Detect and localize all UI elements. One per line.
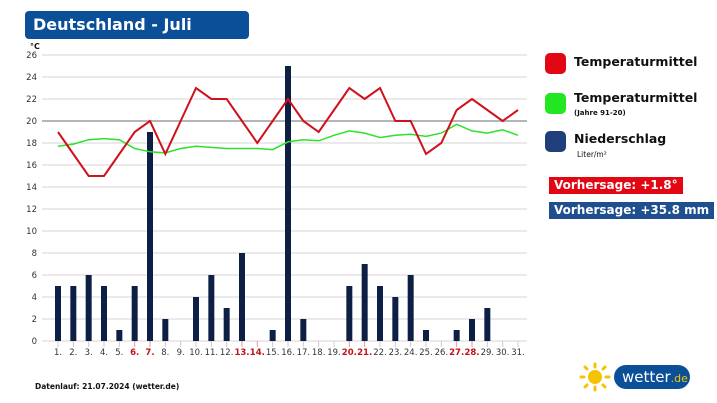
x-tick-label: 4. xyxy=(100,348,108,358)
forecast-precipitation-badge: Vorhersage: +35.8 mm xyxy=(549,202,715,219)
y-tick-label: 8 xyxy=(32,249,37,259)
precipitation-bar xyxy=(101,286,107,341)
legend-swatch-red xyxy=(545,53,566,74)
y-tick-label: 26 xyxy=(26,51,37,61)
y-tick-label: 0 xyxy=(32,337,37,347)
precipitation-bar xyxy=(162,319,169,341)
y-tick-label: 4 xyxy=(32,293,37,303)
precipitation-bar xyxy=(377,286,383,341)
x-tick-label: 13. xyxy=(234,348,249,358)
forecast-temperature-badge: Vorhersage: +1.8° xyxy=(549,177,683,194)
precipitation-bar xyxy=(407,275,414,341)
precipitation-bar xyxy=(453,330,460,341)
precipitation-bar xyxy=(361,264,368,341)
chart-title: Deutschland - Juli xyxy=(25,11,249,39)
x-tick-label: 30. xyxy=(496,348,510,358)
x-tick-label: 19. xyxy=(327,348,341,358)
y-tick-label: 24 xyxy=(26,73,37,83)
precipitation-bar xyxy=(147,132,153,341)
x-tick-label: 25. xyxy=(419,348,433,358)
x-tick-label: 21. xyxy=(357,348,372,358)
x-tick-label: 3. xyxy=(85,348,93,358)
y-tick-label: 6 xyxy=(32,271,37,281)
legend-label: Niederschlag xyxy=(574,131,667,146)
temperature-normal-line xyxy=(57,123,519,154)
logo-wordmark: wetter.de xyxy=(614,365,690,389)
y-axis-unit: °C xyxy=(30,42,40,51)
x-tick-label: 15. xyxy=(266,348,280,358)
precipitation-bar xyxy=(484,308,491,341)
x-tick-label: 22. xyxy=(373,348,387,358)
x-tick-label: 16. xyxy=(281,348,295,358)
wetter-de-logo[interactable]: wetter.de xyxy=(578,362,693,392)
y-tick-label: 20 xyxy=(26,117,37,127)
y-tick-label: 18 xyxy=(26,139,37,149)
precipitation-bar xyxy=(131,286,138,341)
legend-label: Temperaturmittel xyxy=(574,54,698,69)
precipitation-bar xyxy=(116,330,123,341)
precipitation-bar xyxy=(269,330,276,341)
x-tick-label: 24. xyxy=(404,348,418,358)
x-tick-label: 28. xyxy=(464,348,479,358)
precipitation-bar xyxy=(55,286,61,341)
x-tick-label: 31. xyxy=(511,348,525,358)
y-tick-label: 12 xyxy=(26,205,37,215)
x-tick-label: 27. xyxy=(449,348,464,358)
x-tick-label: 18. xyxy=(312,348,326,358)
x-tick-label: 1. xyxy=(54,348,62,358)
y-tick-label: 14 xyxy=(26,183,37,193)
precipitation-bar xyxy=(392,297,399,341)
x-tick-label: 6. xyxy=(130,348,139,358)
x-tick-label: 14. xyxy=(250,348,265,358)
x-tick-label: 7. xyxy=(145,348,154,358)
x-tick-label: 11. xyxy=(205,348,219,358)
legend-swatch-green xyxy=(545,93,566,114)
precipitation-bar xyxy=(285,66,291,341)
y-tick-label: 22 xyxy=(26,95,37,105)
x-tick-label: 2. xyxy=(69,348,77,358)
x-tick-label: 8. xyxy=(161,348,169,358)
legend-sublabel: (Jahre 91-20) xyxy=(574,109,626,117)
x-tick-label: 5. xyxy=(115,348,123,358)
logo-name: wetter xyxy=(622,368,671,386)
precipitation-bar xyxy=(469,319,475,341)
precipitation-bar xyxy=(208,275,215,341)
x-tick-label: 9. xyxy=(177,348,185,358)
precipitation-bar xyxy=(239,253,245,341)
y-tick-label: 10 xyxy=(26,227,37,237)
legend-swatch-blue xyxy=(545,131,566,152)
temperature-line xyxy=(57,86,519,177)
precipitation-bar xyxy=(423,330,429,341)
data-run-footer: Datenlauf: 21.07.2024 (wetter.de) xyxy=(35,382,180,391)
precipitation-bar xyxy=(346,286,353,341)
x-tick-label: 12. xyxy=(220,348,234,358)
x-tick-label: 29. xyxy=(481,348,495,358)
legend-sublabel: Liter/m² xyxy=(577,150,607,159)
x-tick-label: 23. xyxy=(389,348,403,358)
x-tick-label: 20. xyxy=(342,348,357,358)
logo-suffix: .de xyxy=(670,372,688,385)
precipitation-bar xyxy=(300,319,307,341)
precipitation-bar xyxy=(70,286,77,341)
x-tick-label: 10. xyxy=(189,348,203,358)
legend-label: Temperaturmittel xyxy=(574,90,698,105)
y-tick-label: 16 xyxy=(26,161,37,171)
precipitation-bar xyxy=(85,275,92,341)
y-tick-label: 2 xyxy=(32,315,37,325)
sun-icon xyxy=(579,362,611,392)
x-tick-label: 26. xyxy=(435,348,449,358)
precipitation-bar xyxy=(193,297,199,341)
x-tick-label: 17. xyxy=(297,348,311,358)
precipitation-bar xyxy=(223,308,230,341)
